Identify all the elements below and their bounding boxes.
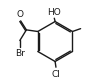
Text: Br: Br <box>15 49 25 58</box>
Text: HO: HO <box>47 8 61 17</box>
Text: O: O <box>17 10 24 19</box>
Text: Cl: Cl <box>52 70 60 79</box>
